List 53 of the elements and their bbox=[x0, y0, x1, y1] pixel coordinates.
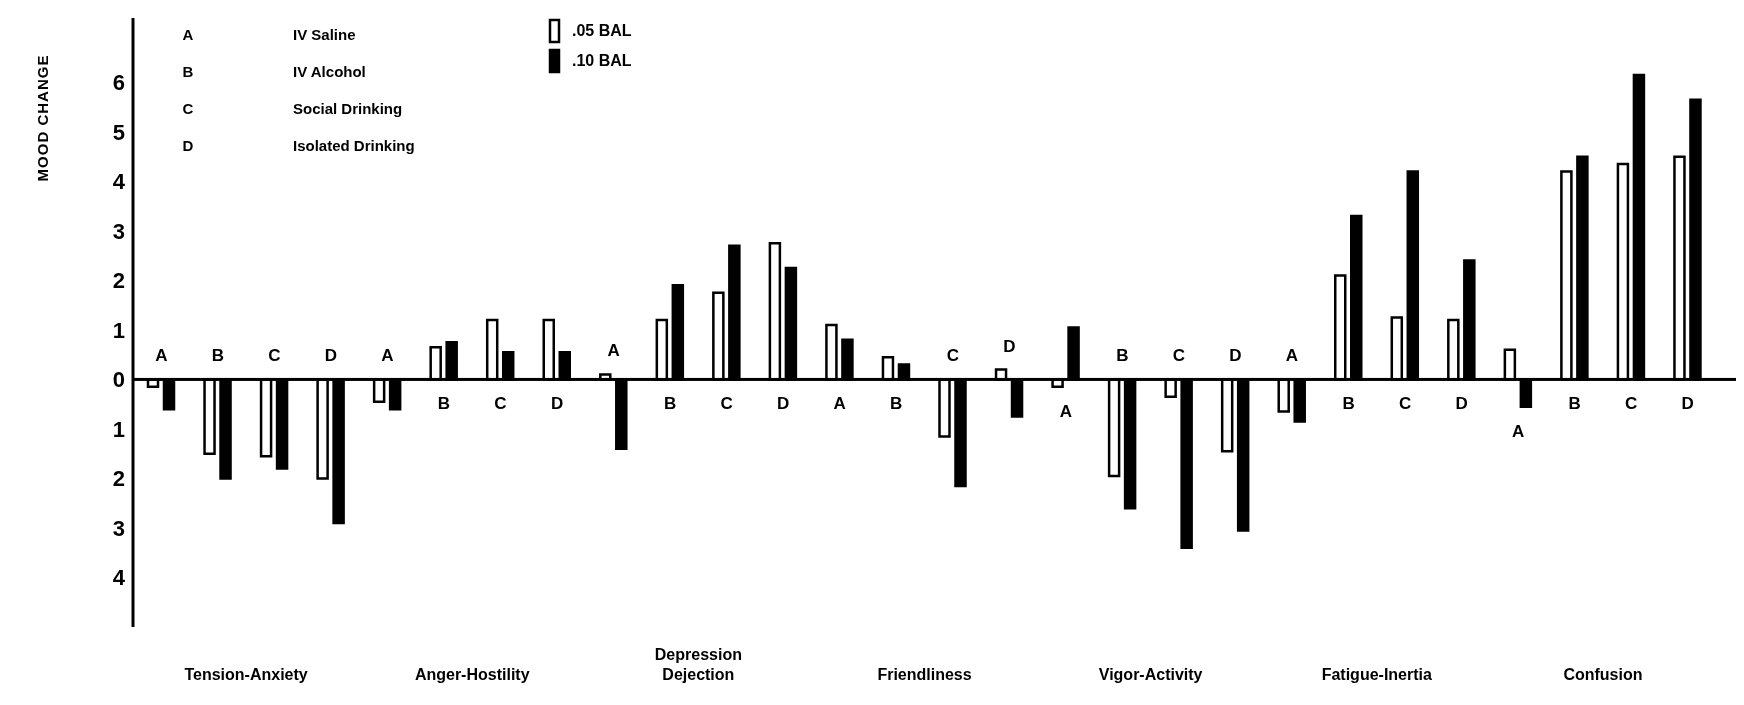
x-tick-label: D bbox=[1003, 336, 1016, 356]
text: Friendliness bbox=[877, 666, 972, 683]
x-tick-label: D bbox=[1455, 394, 1468, 414]
y-tick-label: 0 bbox=[112, 367, 125, 393]
x-tick-label: A bbox=[1059, 401, 1072, 421]
x-tick-label: A bbox=[833, 394, 846, 414]
text: C Social Drinking bbox=[182, 100, 403, 117]
text: B IV Alcohol bbox=[182, 63, 366, 80]
x-tick-label: C bbox=[946, 346, 959, 366]
x-tick-label: C bbox=[1172, 346, 1186, 366]
text: D Isolated Drinking bbox=[182, 137, 415, 154]
x-tick-label: B bbox=[663, 394, 677, 414]
x-tick-label: A bbox=[381, 346, 394, 366]
x-tick-label: B bbox=[1568, 394, 1581, 414]
x-tick-label: B bbox=[1116, 346, 1129, 366]
x-tick-label: C bbox=[268, 346, 281, 366]
x-tick-label: B bbox=[1342, 394, 1355, 414]
text: Vigor-Activity bbox=[1098, 666, 1203, 683]
y-tick-label: 4 bbox=[112, 565, 126, 591]
x-tick-label: A bbox=[1511, 421, 1525, 441]
legend-label: .05 BAL bbox=[572, 22, 632, 40]
x-tick-label: C bbox=[1398, 394, 1412, 414]
x-tick-label: A bbox=[1285, 346, 1299, 366]
x-tick-label: C bbox=[720, 394, 733, 414]
y-axis-title: MOOD CHANGE bbox=[34, 54, 51, 182]
x-tick-label: D bbox=[777, 394, 790, 414]
y-tick-label: 2 bbox=[112, 466, 125, 492]
x-tick-label: D bbox=[324, 346, 338, 366]
y-tick-label: 3 bbox=[112, 218, 125, 244]
legend-label: .10 BAL bbox=[572, 52, 632, 70]
y-tick-label: 4 bbox=[112, 169, 126, 195]
x-tick-label: B bbox=[890, 394, 903, 414]
y-tick-label: 6 bbox=[112, 70, 125, 96]
text: A IV Saline bbox=[182, 26, 356, 43]
x-tick-label: B bbox=[211, 346, 224, 366]
y-tick-label: 1 bbox=[112, 416, 125, 442]
x-tick-label: A bbox=[155, 346, 168, 366]
x-tick-label: D bbox=[1681, 394, 1694, 414]
x-tick-label: A bbox=[607, 341, 620, 361]
text: Depression Dejection bbox=[654, 646, 742, 683]
text: Confusion bbox=[1563, 666, 1643, 683]
y-tick-label: 1 bbox=[112, 317, 125, 343]
x-tick-label: B bbox=[437, 394, 451, 414]
y-tick-label: 5 bbox=[112, 119, 125, 145]
text: Anger-Hostility bbox=[414, 666, 530, 683]
x-tick-label: C bbox=[494, 394, 507, 414]
x-tick-label: C bbox=[1625, 394, 1638, 414]
x-tick-label: D bbox=[550, 394, 564, 414]
text: Tension-Anxiety bbox=[184, 666, 308, 683]
y-tick-label: 2 bbox=[112, 268, 125, 294]
y-tick-label: 3 bbox=[112, 515, 125, 541]
text: Fatigue-Inertia bbox=[1321, 666, 1432, 683]
x-tick-label: D bbox=[1229, 346, 1242, 366]
